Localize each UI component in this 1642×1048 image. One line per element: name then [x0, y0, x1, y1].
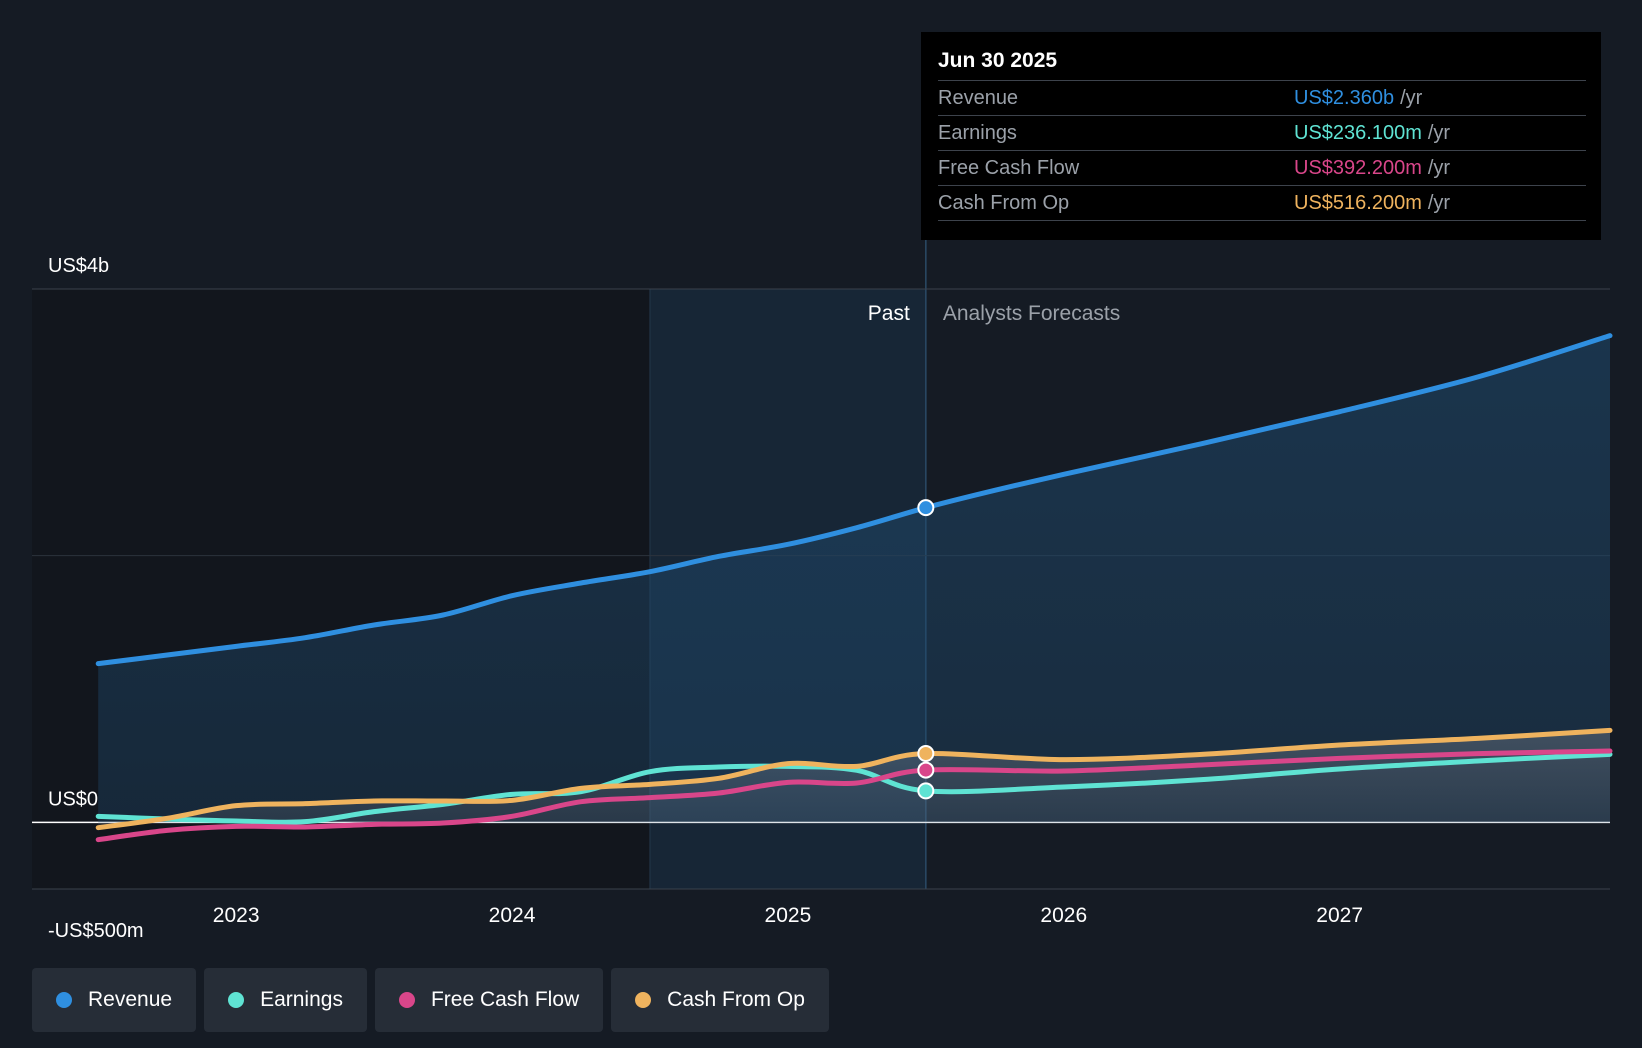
- legend-label: Free Cash Flow: [430, 988, 580, 1011]
- tooltip-label: Revenue: [938, 87, 1019, 109]
- tooltip-value: US$392.200m: [1294, 157, 1422, 179]
- x-tick-label: 2023: [213, 904, 260, 927]
- tooltip-unit: /yr: [1427, 192, 1451, 214]
- tooltip-row-revenue: Revenue US$2.360b /yr: [938, 80, 1586, 115]
- revenue-line: [95, 333, 1613, 667]
- legend-label: Revenue: [88, 988, 173, 1011]
- earnings-line: [95, 751, 1613, 825]
- x-tick-label: 2027: [1316, 904, 1363, 927]
- tooltip-row-free-cash-flow: Free Cash Flow US$392.200m /yr: [938, 150, 1586, 185]
- y-tick-label: US$4b: [48, 255, 109, 277]
- cash-from-op-line: [95, 727, 1613, 831]
- revenue-area: [98, 335, 1610, 823]
- cash-from-op-marker: [917, 745, 935, 763]
- tooltip-unit: /yr: [1427, 157, 1451, 179]
- tooltip-row-cash-from-op: Cash From Op US$516.200m /yr: [938, 185, 1586, 221]
- tooltip-unit: /yr: [1400, 87, 1423, 109]
- tooltip-value: US$236.100m: [1294, 122, 1422, 144]
- y-tick-label: US$0: [48, 788, 98, 810]
- revenue-dot-icon: [56, 992, 72, 1008]
- legend-label: Earnings: [260, 988, 343, 1011]
- tooltip-label: Free Cash Flow: [938, 157, 1080, 179]
- tooltip-date: Jun 30 2025: [938, 49, 1058, 72]
- legend-item-cash-from-op[interactable]: Cash From Op: [611, 968, 829, 1032]
- tooltip-value: US$516.200m: [1294, 192, 1422, 214]
- tooltip: Jun 30 2025 Revenue US$2.360b /yr Earnin…: [921, 32, 1601, 240]
- cash-from-op-dot-icon: [635, 992, 652, 1008]
- tooltip-value: US$2.360b: [1294, 87, 1395, 109]
- earnings-dot-icon: [228, 992, 245, 1008]
- forecast-label: Analysts Forecasts: [943, 302, 1120, 325]
- free-cash-flow-marker: [917, 761, 935, 779]
- x-tick-label: 2025: [765, 904, 812, 927]
- x-tick-label: 2024: [489, 904, 536, 927]
- legend-item-free-cash-flow[interactable]: Free Cash Flow: [374, 968, 604, 1032]
- legend-item-revenue[interactable]: Revenue: [32, 968, 197, 1032]
- tooltip-label: Earnings: [938, 122, 1017, 144]
- x-tick-label: 2026: [1040, 904, 1087, 927]
- revenue-marker: [917, 499, 935, 517]
- free-cash-flow-line: [95, 748, 1613, 843]
- tooltip-row-earnings: Earnings US$236.100m /yr: [938, 115, 1586, 150]
- legend-label: Cash From Op: [667, 988, 805, 1011]
- legend: Revenue Earnings Free Cash Flow Cash Fro…: [32, 968, 829, 1032]
- tooltip-label: Cash From Op: [938, 192, 1070, 214]
- tooltip-unit: /yr: [1427, 122, 1451, 144]
- free-cash-flow-dot-icon: [398, 992, 415, 1008]
- y-tick-label: -US$500m: [48, 920, 144, 942]
- legend-item-earnings[interactable]: Earnings: [204, 968, 367, 1032]
- earnings-marker: [917, 782, 935, 800]
- past-label: Past: [868, 302, 910, 325]
